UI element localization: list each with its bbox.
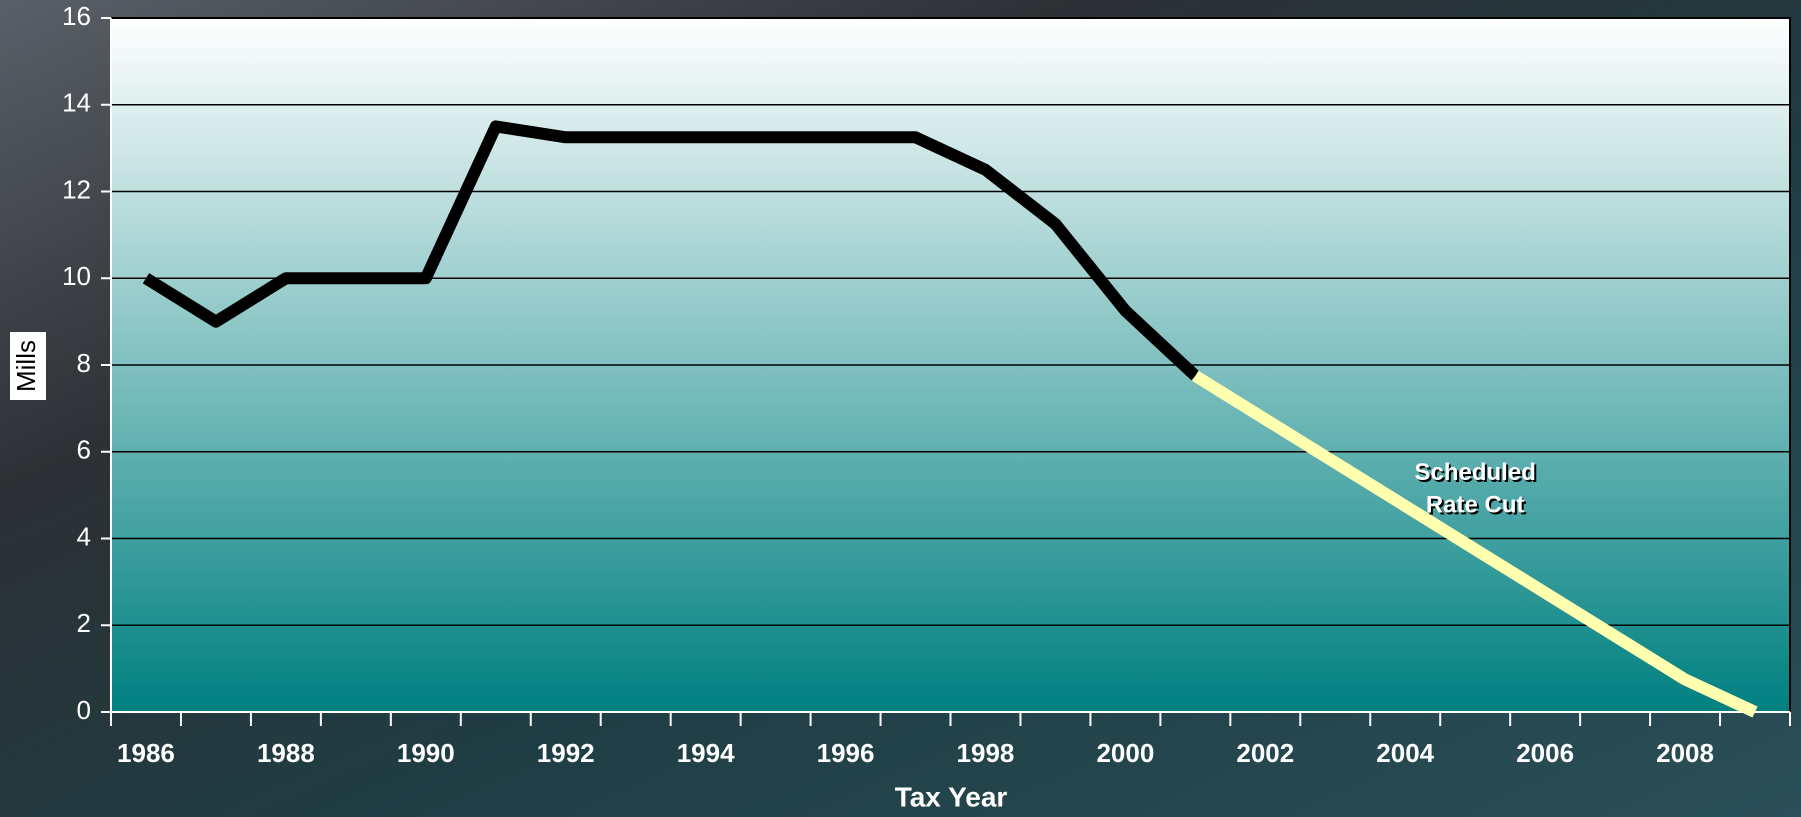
x-tick-label: 2004	[1376, 738, 1434, 768]
x-tick-label: 1988	[257, 738, 315, 768]
y-tick-label: 14	[62, 88, 91, 118]
line-series	[142, 120, 1200, 381]
y-axis-title-group: Mills	[10, 332, 46, 400]
y-tick-label: 10	[62, 261, 91, 291]
annotation-shadow: Scheduled	[1417, 461, 1538, 488]
x-tick-label: 1996	[817, 738, 875, 768]
x-tick-label: 1990	[397, 738, 455, 768]
annotation: Scheduled	[1415, 459, 1536, 486]
x-axis-title: Tax Year	[895, 781, 1008, 812]
line-series	[1192, 370, 1758, 718]
y-axis-title: Mills	[11, 340, 41, 392]
x-tick-label: 2008	[1656, 738, 1714, 768]
x-tick-label: 1992	[537, 738, 595, 768]
y-tick-label: 16	[62, 1, 91, 31]
y-axis-title-box	[10, 332, 46, 400]
y-tick-label: 0	[77, 695, 91, 725]
x-tick-label: 2002	[1236, 738, 1294, 768]
y-tick-label: 4	[77, 521, 91, 551]
annotation: Rate Cut	[1426, 491, 1525, 518]
annotation-shadow: Rate Cut	[1428, 493, 1527, 520]
y-tick-label: 12	[62, 174, 91, 204]
x-tick-label: 2006	[1516, 738, 1574, 768]
y-tick-label: 8	[77, 348, 91, 378]
y-tick-label: 6	[77, 435, 91, 465]
y-tick-label: 2	[77, 608, 91, 638]
x-tick-label: 2000	[1096, 738, 1154, 768]
x-tick-label: 1994	[677, 738, 735, 768]
x-tick-label: 1986	[117, 738, 175, 768]
x-tick-label: 1998	[957, 738, 1015, 768]
